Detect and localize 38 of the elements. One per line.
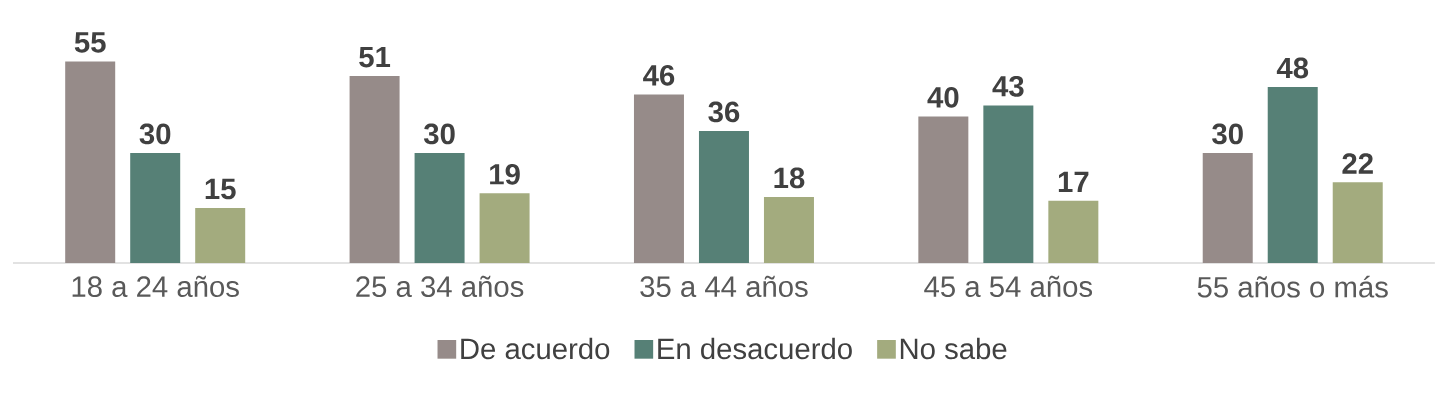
data-label: 30	[139, 123, 171, 145]
data-label: 22	[1342, 153, 1373, 174]
data-label: 30	[423, 123, 455, 145]
data-label: 19	[490, 163, 520, 185]
data-label: 48	[1276, 57, 1309, 79]
data-label: 51	[359, 46, 391, 68]
data-label: 40	[927, 86, 959, 108]
bar	[195, 208, 246, 263]
data-label: 18	[774, 167, 805, 189]
bar	[1048, 200, 1099, 263]
bar	[1267, 87, 1318, 263]
data-label: 17	[1058, 171, 1089, 192]
x-tick-label: 35 a 44 años	[640, 275, 808, 298]
x-tick-label: 45 a 54 años	[924, 275, 1093, 298]
x-tick-label: 18 a 24 años	[72, 275, 239, 298]
data-label: 36	[708, 101, 740, 123]
data-label: 30	[1212, 123, 1243, 145]
data-label: 15	[205, 178, 236, 200]
bar	[130, 153, 181, 263]
bar	[479, 193, 530, 263]
bar	[983, 105, 1034, 263]
bar	[414, 153, 465, 263]
legend-label: De acuerdo	[461, 337, 610, 360]
x-tick-label: 25 a 34 años	[356, 275, 524, 298]
bar	[918, 116, 969, 263]
data-label: 43	[992, 75, 1024, 97]
bar	[1332, 182, 1383, 263]
data-label: 46	[643, 64, 675, 86]
data-label: 55	[74, 32, 106, 53]
bar	[763, 197, 814, 263]
legend-label: En desacuerdo	[658, 337, 852, 360]
x-tick-label: 55 años o más	[1197, 275, 1388, 298]
legend-label: No sabe	[900, 337, 1007, 360]
bar	[65, 61, 116, 263]
bar	[633, 94, 684, 263]
bar	[1202, 153, 1253, 263]
bar	[698, 131, 749, 263]
bar	[349, 76, 400, 263]
